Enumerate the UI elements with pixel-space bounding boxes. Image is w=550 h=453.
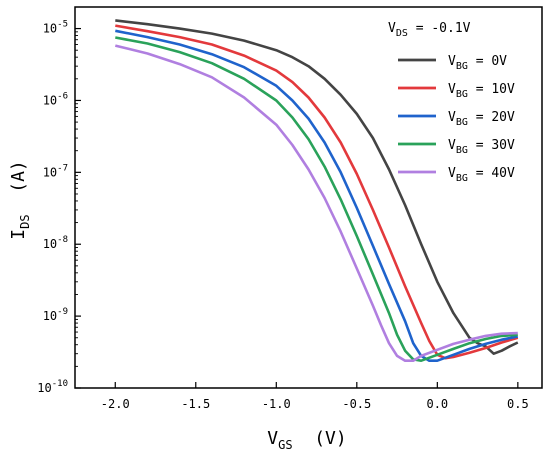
x-tick-label-5: 0.5	[507, 397, 529, 411]
series-line-2	[115, 29, 519, 362]
plot-frame	[74, 6, 543, 389]
legend-title: VDS = -0.1V	[388, 21, 471, 39]
series-line-4	[114, 44, 518, 362]
y-axis-title-sub: DS	[18, 214, 32, 228]
legend-label-3: VBG = 30V	[448, 138, 515, 156]
y-axis-title: IDS (A)	[8, 160, 32, 239]
x-axis-title: VGS (V)	[267, 428, 346, 452]
y-tick-label-4: 10-9	[43, 307, 68, 323]
ticks-group: -2.0 -1.5 -1.0 -0.5 0.0 0.5 10-5 10-6 10-7 10-8 10…	[37, 20, 528, 411]
legend-label-1: VBG = 10V	[448, 82, 515, 100]
legend: VDS = -0.1V VBG = 0V VBG = 10V VBG = 20V VBG…	[388, 21, 515, 184]
x-axis-title-sub: GS	[278, 438, 292, 452]
legend-label-0: VBG = 0V	[448, 54, 507, 72]
x-axis-title-rest: (V)	[293, 428, 347, 449]
curves-group	[114, 19, 519, 362]
y-tick-label-0: 10-5	[43, 20, 68, 36]
y-tick-label-5: 10-10	[37, 379, 68, 395]
y-axis-title-main: I	[8, 229, 29, 240]
x-tick-label-4: 0.0	[426, 397, 448, 411]
legend-label-4: VBG = 40V	[448, 166, 515, 184]
x-tick-label-3: -0.5	[342, 397, 371, 411]
series-line-1	[115, 24, 519, 360]
x-tick-label-2: -1.0	[262, 397, 291, 411]
y-tick-label-2: 10-7	[43, 163, 68, 179]
x-tick-label-0: -2.0	[101, 397, 130, 411]
y-tick-label-3: 10-8	[43, 235, 68, 251]
series-line-3	[115, 36, 518, 362]
legend-label-2: VBG = 20V	[448, 110, 515, 128]
y-tick-label-1: 10-6	[43, 91, 68, 107]
x-tick-label-1: -1.5	[181, 397, 210, 411]
y-axis-title-rest: (A)	[8, 160, 29, 214]
x-axis-title-main: V	[267, 428, 278, 449]
